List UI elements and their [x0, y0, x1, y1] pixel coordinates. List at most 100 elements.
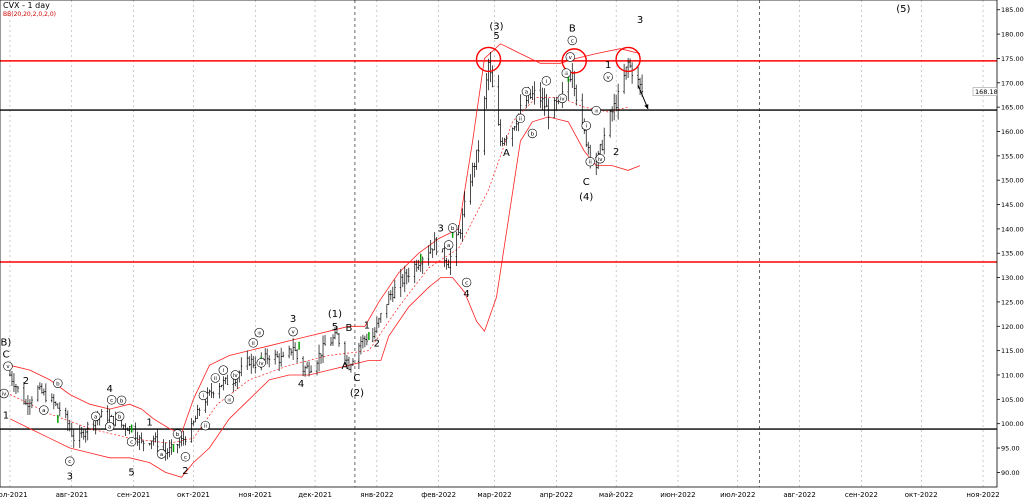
wave-label-circle	[603, 72, 613, 82]
last-price-box	[972, 87, 998, 96]
wave-label-circle	[527, 128, 538, 139]
y-tick-label: 145.00	[1001, 201, 1024, 209]
wave-label-circle	[156, 449, 167, 459]
wave-label-circle	[116, 395, 127, 406]
wave-label: iv	[233, 373, 239, 379]
moving-average-line	[9, 97, 629, 444]
wave-label-circle	[91, 411, 101, 422]
y-tick-label: 170.00	[1001, 79, 1024, 87]
wave-label-circle	[218, 365, 229, 375]
wave-label: ii	[204, 424, 208, 430]
wave-label: 3	[67, 471, 73, 482]
last-price-label: 168.18	[975, 88, 998, 96]
wave-label-circle	[256, 358, 266, 368]
y-tick-label: 100.00	[1001, 420, 1024, 428]
wave-label-circle	[200, 420, 211, 431]
wave-label: c	[110, 398, 113, 404]
candlestick-series	[8, 51, 644, 461]
x-tick-label: сен-2022	[845, 491, 878, 499]
wave-label: c	[465, 280, 468, 286]
wave-label: ii	[214, 376, 218, 382]
wave-label-circle	[595, 154, 605, 164]
wave-label: c	[184, 455, 187, 461]
wave-label-circle	[230, 370, 240, 380]
y-tick-label: 110.00	[1001, 371, 1024, 379]
y-tick-label: 155.00	[1001, 152, 1024, 160]
wave-label-circle	[224, 394, 235, 405]
wave-label: a	[94, 414, 97, 420]
wave-label: b	[120, 398, 124, 404]
x-tick-label: авг-2022	[783, 491, 815, 499]
wave-label-circle	[565, 52, 575, 62]
x-tick-label: окт-2021	[177, 491, 210, 499]
wave-label-circle	[447, 223, 458, 233]
y-tick-label: 185.00	[1001, 6, 1024, 14]
wave-label-circle	[104, 421, 115, 432]
highlight-circle	[475, 46, 502, 73]
wave-label-circle	[210, 373, 221, 383]
wave-label-circle	[198, 390, 209, 401]
wave-label-circle	[561, 68, 571, 78]
x-tick-label: фев-2022	[421, 491, 456, 499]
wave-label: v	[569, 55, 573, 61]
wave-label: A	[503, 148, 510, 159]
wave-label: 4	[298, 379, 304, 390]
wave-label: 2	[23, 376, 29, 387]
y-tick-label: 160.00	[1001, 128, 1024, 136]
wave-label: iii	[565, 71, 569, 76]
wave-label: 2	[374, 338, 380, 349]
wave-label-circle	[581, 120, 591, 131]
wave-label-circle	[53, 378, 63, 388]
x-tick-label: июл-2022	[720, 491, 755, 499]
wave-label: iv	[2, 391, 8, 397]
wave-label: (2)	[350, 388, 364, 399]
wave-label: (B)	[0, 337, 11, 348]
wave-label-circle	[180, 452, 191, 462]
wave-label-circle	[254, 327, 264, 338]
wave-label: (3)	[489, 21, 503, 32]
wave-label: iii	[594, 109, 598, 114]
wave-label: 2	[613, 147, 619, 158]
plot-frame	[0, 0, 998, 488]
highlight-circle	[561, 48, 587, 74]
wave-label: a	[525, 90, 528, 96]
wave-label: ii	[589, 160, 593, 166]
wave-label-circle	[248, 338, 258, 348]
y-tick-label: 120.00	[1001, 323, 1024, 331]
wave-label: iv	[560, 96, 566, 102]
wave-label: C	[583, 177, 590, 188]
wave-label: c	[571, 38, 574, 44]
wave-label-circle	[557, 93, 568, 104]
wave-label: B	[346, 323, 353, 334]
wave-label: b	[531, 131, 535, 137]
x-tick-label: май-2022	[599, 491, 633, 499]
wave-label: C	[353, 373, 360, 384]
wave-label: A	[342, 361, 349, 372]
chart-title: CVX - 1 day	[3, 1, 50, 10]
wave-label-circle	[591, 105, 601, 116]
wave-label: (5)	[896, 4, 910, 15]
bollinger-lower-line	[9, 116, 641, 478]
y-tick-label: 175.00	[1001, 55, 1024, 63]
wave-label-circle	[567, 35, 577, 46]
wave-label-circle	[515, 113, 526, 124]
wave-label: 3	[290, 314, 296, 325]
wave-label-circle	[521, 86, 532, 97]
wave-label: 1	[3, 410, 9, 421]
x-tick-label: авг-2021	[56, 491, 88, 499]
wave-label: 1	[605, 60, 611, 71]
wave-label: (1)	[328, 309, 342, 320]
wave-label: b	[56, 381, 60, 387]
wave-label: ii	[252, 341, 256, 347]
wave-label: iv	[598, 157, 604, 163]
wave-label: c	[68, 459, 71, 465]
wave-label: 1	[146, 418, 152, 429]
wave-label: 5	[493, 31, 499, 42]
wave-label-circle	[461, 277, 472, 288]
y-tick-label: 180.00	[1001, 31, 1024, 39]
wave-label: 3	[437, 223, 443, 234]
wave-label-circle	[443, 240, 454, 250]
x-tick-label: ноя-2022	[966, 491, 999, 499]
